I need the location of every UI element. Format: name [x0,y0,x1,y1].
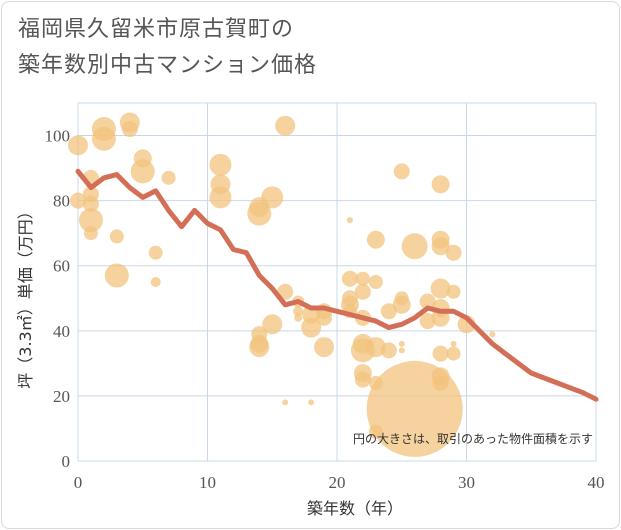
bubble-point-53 [368,275,383,289]
bubble-point-27 [262,314,283,335]
grid-lines [77,102,597,462]
chart-title-line-1: 福岡県久留米市原古賀町の [18,17,295,42]
bubble-point-33 [294,313,303,322]
y-tick-label: 40 [53,322,70,341]
x-tick-labels: 0 10 20 30 40 [74,473,605,492]
bubble-point-0 [68,135,88,156]
bubble-point-4 [82,195,99,212]
bubble-point-15 [148,245,163,260]
bubble-point-70 [431,237,450,256]
bubble-point-25 [249,337,270,358]
bubble-point-17 [161,170,176,185]
y-tick-label: 100 [45,127,71,146]
bubble-point-64 [401,233,428,260]
x-axis-title: 築年数（年） [307,499,403,518]
x-tick-label: 0 [74,473,83,492]
bubble-point-18 [209,153,232,176]
bubble-point-22 [247,201,272,226]
bubble-point-59 [393,163,410,180]
chart-title: 福岡県久留米市原古賀町の 築年数別中古マンション価格 [18,12,317,84]
bubble-point-58 [380,342,397,359]
bubble-point-41 [341,270,358,287]
bubble-point-61 [392,295,411,314]
x-tick-label: 30 [458,473,475,492]
y-tick-label: 20 [53,387,70,406]
y-tick-label: 60 [53,257,70,276]
bubble-point-38 [316,309,333,326]
y-tick-label: 0 [62,452,71,471]
bubble-point-74 [432,345,449,362]
bubble-point-66 [419,293,436,310]
bubble-point-82 [489,331,496,338]
y-tick-label: 80 [53,192,70,211]
bubble-layer [68,112,496,457]
bubble-point-35 [301,317,322,338]
bubble-point-51 [354,371,371,388]
bubble-point-30 [282,399,289,406]
bubble-point-76 [432,374,449,391]
bubble-point-8 [91,126,116,151]
bubble-point-28 [275,115,296,136]
x-tick-label: 40 [588,473,605,492]
bubble-point-16 [150,277,161,287]
bubble-point-52 [366,230,385,249]
bubble-point-45 [355,271,370,286]
y-tick-labels: 0 20 40 60 80 100 [45,127,71,471]
bubble-point-62 [398,340,405,347]
bubble-point-57 [380,303,397,320]
bubble-point-39 [314,337,335,358]
bubble-point-80 [446,346,461,361]
bubble-point-5 [78,208,103,233]
bubble-point-14 [130,159,155,184]
bubble-point-6 [83,226,98,241]
bubble-point-54 [365,337,386,358]
bubble-point-10 [104,263,129,288]
x-tick-label: 20 [329,473,346,492]
bubble-point-63 [398,347,405,354]
bubble-point-36 [308,399,315,406]
bubble-point-77 [445,244,462,261]
bubble-point-9 [109,229,124,244]
bubble-size-note: 円の大きさは、取引のあった物件面積を示す [353,431,593,446]
bubble-point-46 [354,283,371,300]
bubble-point-68 [431,175,450,194]
y-axis-title: 坪（3.3㎡）単価（万円） [16,203,35,388]
bubble-point-26 [261,186,284,209]
bubble-point-79 [450,340,457,347]
bubble-point-1 [70,192,86,209]
x-tick-label: 10 [199,473,216,492]
bubble-point-32 [293,306,304,317]
bubble-point-71 [430,278,451,299]
chart-title-line-2: 築年数別中古マンション価格 [18,53,318,78]
trend-line [75,168,599,402]
bubble-point-78 [446,284,461,299]
bubble-point-12 [121,121,138,138]
bubble-point-20 [209,186,232,209]
bubble-point-40 [346,217,353,224]
